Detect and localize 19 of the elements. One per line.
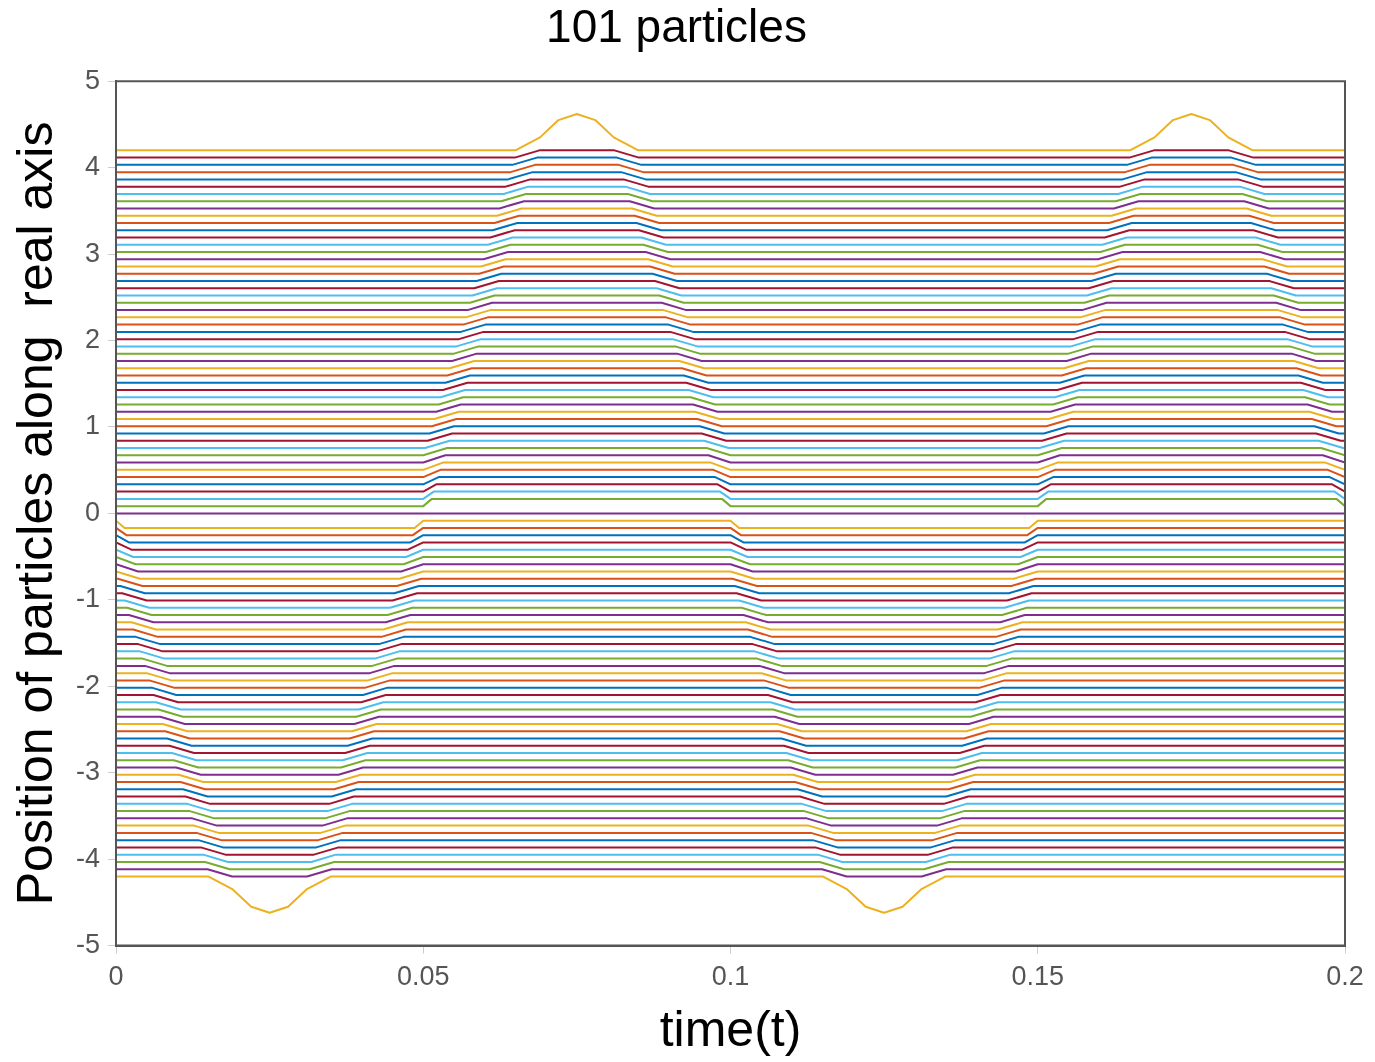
x-tick-label: 0.2 bbox=[1326, 961, 1364, 992]
x-tick-label: 0.05 bbox=[396, 961, 450, 992]
y-tick-label: 1 bbox=[84, 410, 101, 441]
y-tick-label: -1 bbox=[75, 583, 101, 614]
y-tick-label: 2 bbox=[84, 323, 101, 354]
x-axis-title: time(t) bbox=[659, 1000, 802, 1057]
y-tick-label: 3 bbox=[84, 237, 101, 268]
x-tick-label: 0.15 bbox=[1011, 961, 1065, 992]
x-tick-label: 0.1 bbox=[711, 961, 750, 992]
chart-title: 101 particles bbox=[546, 0, 807, 53]
x-tick-label: 0 bbox=[108, 961, 124, 992]
y-tick-label: -5 bbox=[75, 929, 101, 960]
y-tick-label: 0 bbox=[84, 496, 101, 527]
y-tick-label: 4 bbox=[84, 151, 101, 182]
y-tick-label: -3 bbox=[75, 756, 101, 787]
y-tick-label: 5 bbox=[84, 64, 101, 95]
y-tick-label: -4 bbox=[75, 842, 101, 873]
y-axis-title: Position of particles along real axis bbox=[6, 121, 63, 906]
y-tick-label: -2 bbox=[75, 669, 101, 700]
